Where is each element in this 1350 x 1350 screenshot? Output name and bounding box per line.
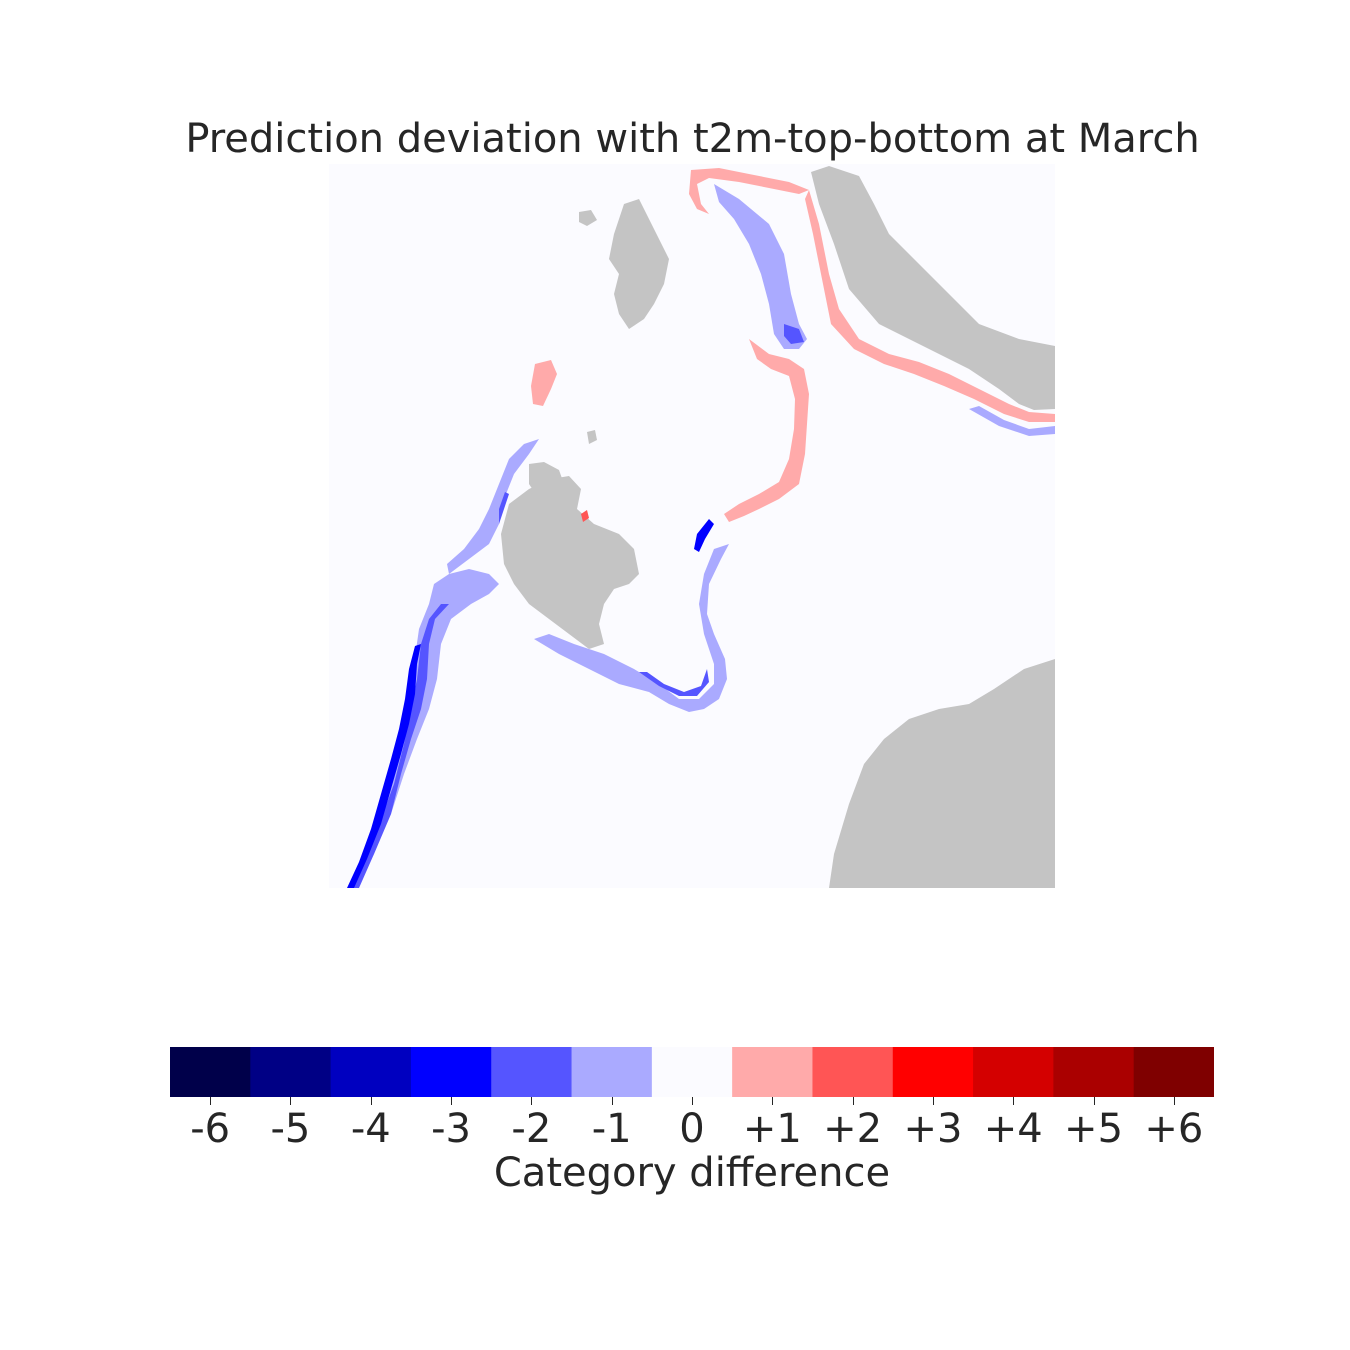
colorbar-tick-label: -5 — [270, 1106, 311, 1152]
colorbar-tick-label: -2 — [511, 1106, 552, 1152]
colorbar-tick-label: +5 — [1064, 1106, 1124, 1152]
colorbar-segment — [1053, 1047, 1135, 1097]
band-minus2-northeast — [784, 324, 804, 344]
band-plus1-northeast-coast — [805, 190, 1055, 422]
land-island-a — [529, 462, 564, 499]
colorbar-tick-label: 0 — [679, 1106, 705, 1152]
band-plus2-spot — [581, 510, 589, 522]
band-minus1-northeast — [714, 184, 807, 349]
colorbar-segment — [812, 1047, 894, 1097]
band-minus1-southern — [534, 544, 729, 712]
colorbar-tick — [692, 1097, 693, 1105]
colorbar-tick — [1173, 1097, 1175, 1105]
colorbar-segment — [973, 1047, 1054, 1097]
colorbar-tick — [932, 1097, 934, 1105]
land-northeast — [811, 166, 1055, 410]
colorbar-segment — [651, 1047, 733, 1097]
band-minus2-southern — [639, 669, 709, 696]
colorbar-tick-label: -6 — [190, 1106, 231, 1152]
colorbar-tick — [852, 1097, 854, 1105]
land-southeast — [829, 659, 1055, 888]
deviation-map — [329, 164, 1055, 888]
colorbar-tick — [531, 1097, 533, 1105]
band-minus3-coastal — [694, 519, 714, 552]
colorbar-tick-label: +6 — [1144, 1106, 1204, 1152]
colorbar-segment — [732, 1047, 813, 1097]
band-minus3-west — [347, 644, 421, 888]
colorbar-tick-label: -1 — [591, 1106, 632, 1152]
colorbar-segment — [250, 1047, 332, 1097]
colorbar-segment — [170, 1047, 251, 1097]
colorbar-segment — [892, 1047, 974, 1097]
colorbar-tick-label: +2 — [823, 1106, 883, 1152]
colorbar-tick — [772, 1097, 774, 1105]
positive-deviation-bands — [531, 168, 1055, 522]
band-plus1-central-ridge — [724, 339, 809, 522]
band-minus2-west — [353, 604, 449, 888]
land-central — [501, 476, 639, 649]
colorbar-tick-label: -4 — [350, 1106, 391, 1152]
colorbar-tick-label: -3 — [431, 1106, 471, 1152]
negative-deviation-bands — [347, 184, 1055, 888]
land-shetland — [609, 199, 669, 329]
colorbar-tick — [210, 1097, 212, 1105]
band-minus2-northwest — [499, 492, 509, 524]
colorbar-segment — [1133, 1047, 1214, 1097]
colorbar-label: Category difference — [493, 1150, 891, 1196]
land-island-c — [587, 430, 597, 444]
colorbar-tick — [290, 1097, 292, 1105]
land-island-b — [579, 210, 597, 226]
colorbar-segment — [491, 1047, 573, 1097]
colorbar-ticks: -6 -5 -4 -3 -2 -1 0 +1 +2 +3 +4 +5 +6 — [170, 1097, 1214, 1152]
colorbar-tick — [611, 1097, 613, 1105]
colorbar — [170, 1047, 1214, 1097]
colorbar-tick — [451, 1097, 453, 1105]
band-plus1-north — [689, 168, 809, 214]
colorbar-tick — [1093, 1097, 1095, 1105]
colorbar-tick-label: +3 — [903, 1106, 963, 1152]
colorbar-tick — [1013, 1097, 1015, 1105]
colorbar-segment — [410, 1047, 492, 1097]
colorbar-segment — [330, 1047, 412, 1097]
colorbar-tick-label: +1 — [742, 1106, 802, 1152]
land-masses — [501, 166, 1055, 888]
chart-title: Prediction deviation with t2m-top-bottom… — [185, 116, 1200, 162]
colorbar-segment — [571, 1047, 653, 1097]
band-plus1-isle — [531, 360, 557, 406]
colorbar-tick — [370, 1097, 372, 1105]
colorbar-tick-label: +4 — [983, 1106, 1043, 1152]
band-minus1-east-edge — [969, 406, 1055, 436]
band-minus1-northwest — [447, 439, 539, 574]
